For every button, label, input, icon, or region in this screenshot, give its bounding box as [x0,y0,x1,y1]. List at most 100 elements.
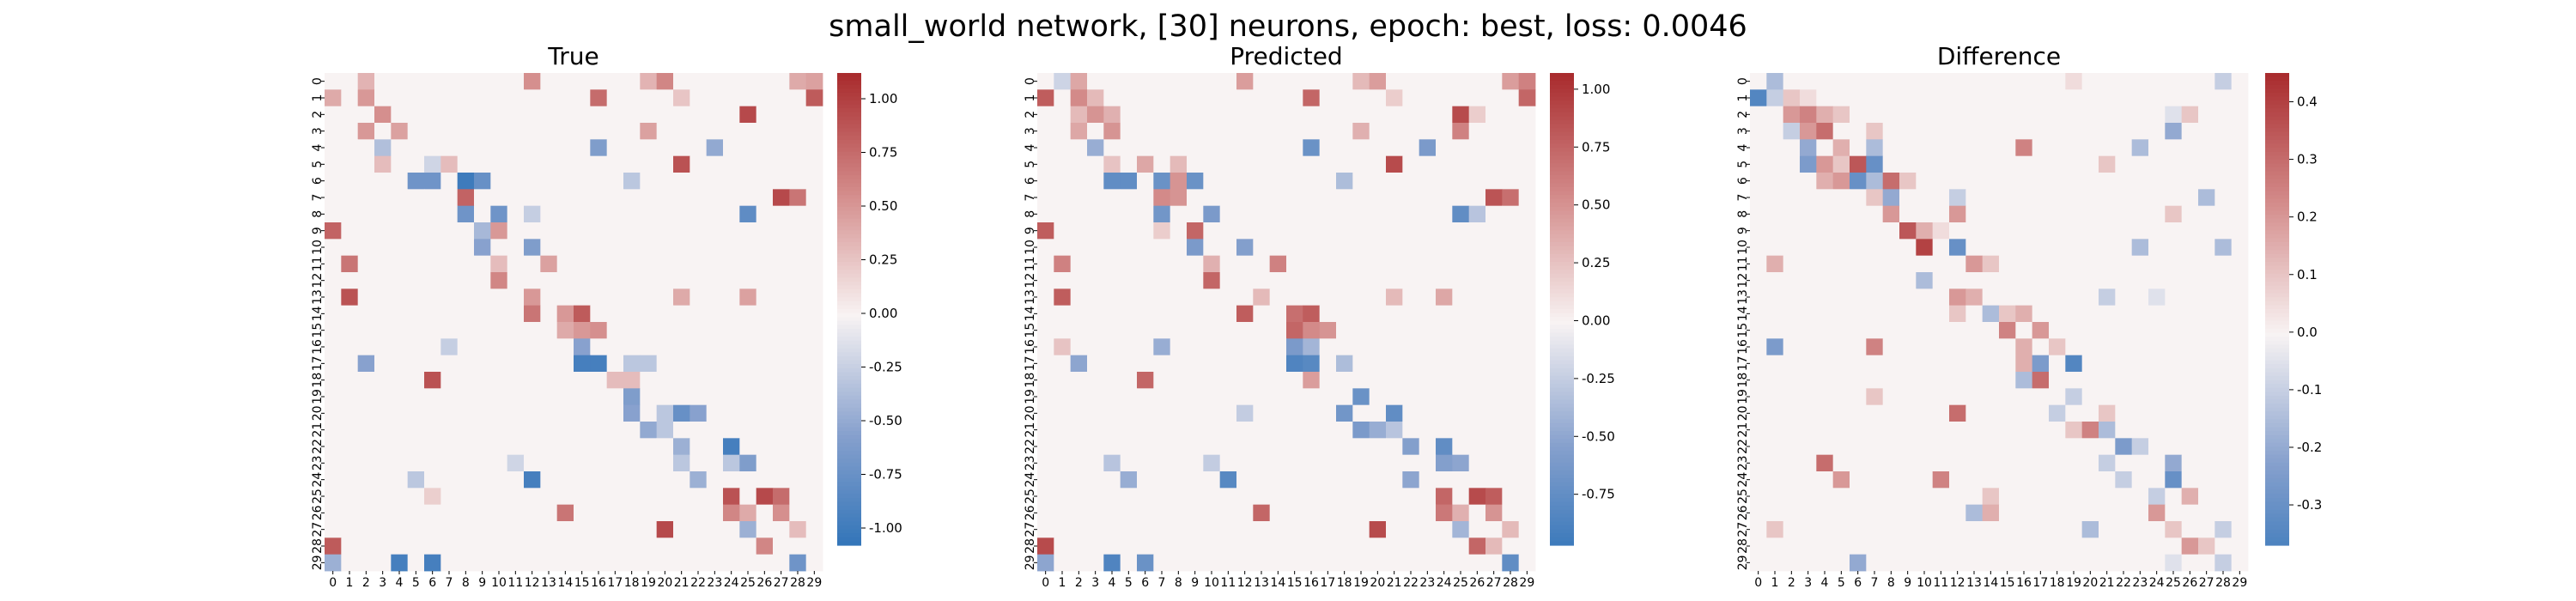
heatmap-cell [2148,73,2166,90]
heatmap-cell [690,272,708,289]
heatmap-cell [440,372,459,389]
colorbar-segment [1550,183,1574,188]
heatmap-cell [1269,205,1287,223]
heatmap-cell [1219,73,1237,90]
heatmap-cell [673,239,690,257]
heatmap-cell [391,73,409,90]
heatmap-cell [1800,272,1817,289]
heatmap-cell [424,173,441,190]
heatmap-cell [1485,372,1503,389]
colorbar-segment [2265,404,2289,409]
heatmap-cell [1087,338,1104,356]
heatmap-cell [1485,355,1503,373]
heatmap-cell [1965,338,1984,356]
heatmap-cell [1070,438,1088,456]
heatmap-cell [623,255,641,273]
heatmap-cell [1800,106,1817,124]
heatmap-cell [1932,454,1950,472]
heatmap-cell [2049,222,2066,240]
heatmap-cell [1286,471,1303,489]
heatmap-cell [590,89,608,107]
x-tick-label: 21 [2099,576,2115,590]
heatmap-cell [1203,388,1221,406]
heatmap-cell [457,438,475,456]
heatmap-cell [374,388,392,406]
heatmap-cell [2148,189,2166,207]
heatmap-cell [1336,322,1353,339]
heatmap-cell [1750,388,1767,406]
heatmap-cell [2231,205,2249,223]
heatmap-cell [2115,488,2133,506]
heatmap-cell [1170,554,1188,572]
heatmap-cell [357,173,375,190]
heatmap-cell [1452,438,1470,456]
heatmap-cell [391,189,409,207]
heatmap-cell [756,454,774,472]
heatmap-cell [739,189,757,207]
heatmap-cell [1153,554,1171,572]
heatmap-cell [805,205,823,223]
heatmap-cell [723,155,740,173]
heatmap-cell [1502,338,1520,356]
heatmap-cell [357,471,375,489]
y-tick-label: 27 [311,522,325,537]
heatmap-cell [1832,471,1850,489]
x-tick-label: 15 [1287,576,1303,590]
heatmap-cell [540,388,558,406]
heatmap-cell [673,222,690,240]
colorbar-tick-label: -0.25 [1582,371,1615,386]
heatmap-cell [1832,488,1850,506]
heatmap-cell [1137,388,1154,406]
heatmap-cell [440,454,459,472]
heatmap-cell [1866,205,1884,223]
heatmap-cell [1402,422,1420,439]
heatmap-cell [1386,471,1403,489]
heatmap-cell [574,123,591,140]
heatmap-cell [2099,305,2116,323]
heatmap-cell [357,404,375,422]
heatmap-cell [1336,355,1353,373]
heatmap-cell [1236,305,1254,323]
heatmap-cell [673,355,690,373]
colorbar-segment [2265,372,2289,377]
heatmap-cell [1999,173,2016,190]
colorbar-segment [1550,320,1574,325]
heatmap-cell [1286,106,1303,124]
heatmap-cell [507,239,525,257]
heatmap-cell [756,422,774,439]
heatmap-cell [773,139,790,157]
heatmap-cell [2099,488,2116,506]
colorbar-segment [2265,415,2289,420]
heatmap-cell [1352,173,1370,190]
heatmap-cell [457,173,475,190]
heatmap-cell [1219,554,1237,572]
heatmap-cell [1170,106,1188,124]
x-tick-label: 28 [790,576,805,590]
heatmap-cell [1303,338,1321,356]
heatmap-cell [1219,255,1237,273]
colorbar-segment [837,206,861,212]
heatmap-cell [656,554,674,572]
heatmap-cell [540,438,558,456]
heatmap-cell [407,454,425,472]
heatmap-cell [1187,422,1204,439]
heatmap-cell [540,89,558,107]
colorbar-segment [837,494,861,499]
heatmap-cell [1054,106,1072,124]
heatmap-cell [490,139,508,157]
y-tick-label: 16 [311,339,325,355]
heatmap-cell [1518,355,1536,373]
heatmap-cell [407,504,425,522]
heatmap-cell [1153,488,1171,506]
heatmap-cell [1485,438,1503,456]
heatmap-cell [1932,189,1950,207]
y-tick-label: 11 [1024,256,1037,271]
heatmap-cell [1750,488,1767,506]
heatmap-cell [805,173,823,190]
heatmap-cell [1800,89,1817,107]
heatmap-cell [1436,89,1453,107]
heatmap-cell [474,454,491,472]
heatmap-cell [1982,537,2000,555]
heatmap-cell [1319,255,1337,273]
colorbar-segment [1550,442,1574,448]
